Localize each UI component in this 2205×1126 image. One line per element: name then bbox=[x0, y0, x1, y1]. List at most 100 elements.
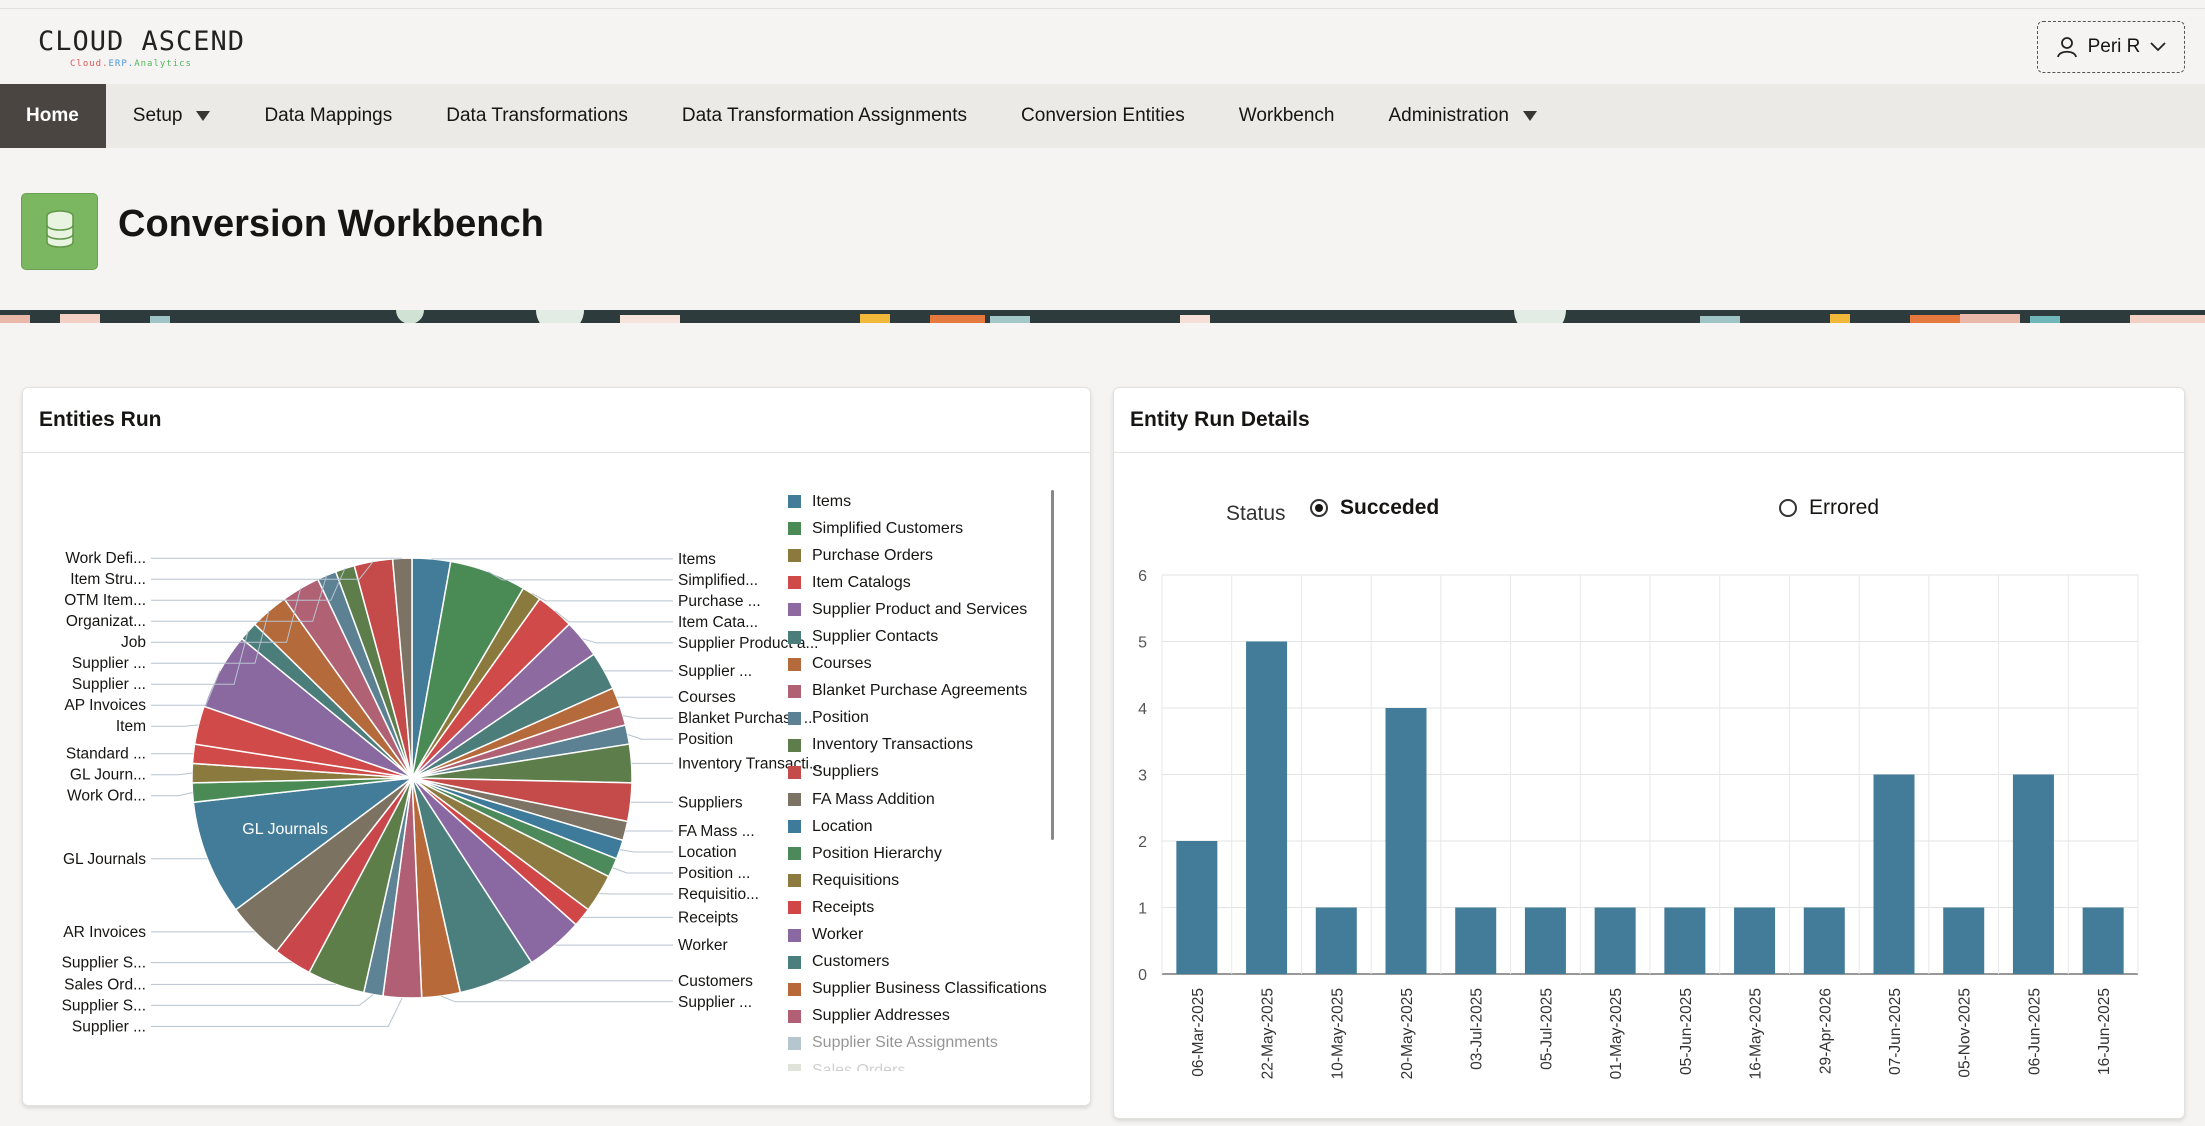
legend-item[interactable]: Position bbox=[788, 705, 1078, 732]
pie-leader-line bbox=[531, 592, 673, 602]
pie-leader-line bbox=[151, 575, 328, 622]
legend-item[interactable]: Supplier Addresses bbox=[788, 1003, 1078, 1030]
x-tick-label: 20-May-2025 bbox=[1399, 988, 1416, 1079]
legend-item[interactable]: Item Catalogs bbox=[788, 569, 1078, 596]
radio-succeeded[interactable]: Succeded bbox=[1310, 496, 1439, 520]
bar[interactable] bbox=[1943, 907, 1985, 975]
bar[interactable] bbox=[1803, 907, 1845, 975]
legend-item[interactable]: Supplier Business Classifications bbox=[788, 976, 1078, 1003]
logo[interactable]: CLOUD ASCEND Cloud.ERP.Analytics bbox=[38, 26, 245, 69]
legend-label: Supplier Addresses bbox=[812, 1007, 950, 1025]
legend-item[interactable]: FA Mass Addition bbox=[788, 786, 1078, 813]
legend-item[interactable]: Supplier Product and Services bbox=[788, 596, 1078, 623]
legend-item[interactable]: Inventory Transactions bbox=[788, 732, 1078, 759]
radio-label: Errored bbox=[1809, 496, 1880, 519]
pie-slice-label: Supplier ... bbox=[72, 1018, 146, 1035]
legend-swatch bbox=[788, 820, 801, 834]
pie-slice-label: Courses bbox=[678, 689, 736, 706]
pie-slice-label: AR Invoices bbox=[63, 924, 146, 941]
pie-chart: GL Journals Items Simplified... Purchase ..… bbox=[62, 550, 822, 1035]
x-tick-label: 06-Jun-2025 bbox=[2026, 988, 2043, 1075]
legend-label: Supplier Site Assignments bbox=[812, 1034, 998, 1052]
user-menu-button[interactable]: Peri R bbox=[2037, 21, 2185, 73]
legend-item[interactable]: Customers bbox=[788, 949, 1078, 976]
y-tick-label: 5 bbox=[1138, 635, 1147, 652]
pie-slice-label: Job bbox=[121, 634, 146, 651]
legend-swatch bbox=[788, 765, 801, 779]
legend-item[interactable]: Items bbox=[788, 488, 1078, 515]
bar[interactable] bbox=[1873, 774, 1915, 975]
nav-item-data-mappings[interactable]: Data Mappings bbox=[237, 84, 419, 148]
radio-button[interactable] bbox=[1779, 499, 1797, 517]
legend-item[interactable]: Location bbox=[788, 813, 1078, 840]
pie-slice-label: Work Ord... bbox=[67, 788, 146, 805]
bar[interactable] bbox=[1385, 708, 1427, 974]
legend-item[interactable]: Purchase Orders bbox=[788, 542, 1078, 569]
x-tick-label: 22-May-2025 bbox=[1260, 988, 1277, 1079]
legend-item[interactable]: Supplier Contacts bbox=[788, 623, 1078, 650]
legend-label: Supplier Product and Services bbox=[812, 600, 1028, 618]
pie-slice-label: Position bbox=[678, 731, 733, 748]
legend-item[interactable]: Suppliers bbox=[788, 759, 1078, 786]
bar[interactable] bbox=[2012, 774, 2054, 975]
bar[interactable] bbox=[1246, 641, 1288, 975]
legend-label: Customers bbox=[812, 953, 890, 971]
pie-slice-label: Supplier ... bbox=[678, 663, 752, 680]
legend-item[interactable]: Blanket Purchase Agreements bbox=[788, 678, 1078, 705]
bar[interactable] bbox=[1594, 907, 1636, 975]
legend-swatch bbox=[788, 603, 801, 617]
user-icon bbox=[2056, 36, 2078, 58]
bar[interactable] bbox=[1315, 907, 1357, 975]
legend-scrollbar[interactable] bbox=[1051, 490, 1054, 840]
pie-slice-label: Worker bbox=[678, 937, 728, 954]
entity-run-details-panel: Entity Run Details Status Succeded Error… bbox=[1113, 387, 2185, 1119]
bar[interactable] bbox=[1455, 907, 1497, 975]
bar[interactable] bbox=[1176, 841, 1218, 974]
decorative-banner bbox=[0, 310, 2205, 323]
legend-swatch bbox=[788, 847, 801, 861]
pie-slice-label: Standard ... bbox=[66, 746, 146, 763]
legend-label: Items bbox=[812, 492, 852, 510]
bar[interactable] bbox=[2082, 907, 2124, 975]
pie-slice-label: Receipts bbox=[678, 909, 739, 926]
radio-errored[interactable]: Errored bbox=[1779, 496, 1879, 520]
nav-item-workbench[interactable]: Workbench bbox=[1212, 84, 1362, 148]
legend-item[interactable]: Receipts bbox=[788, 894, 1078, 921]
pie-slice-label: OTM Item... bbox=[64, 592, 146, 609]
legend-label: Suppliers bbox=[812, 763, 879, 781]
pie-leader-line bbox=[151, 772, 193, 776]
legend-item[interactable]: Courses bbox=[788, 651, 1078, 678]
legend-label: Position Hierarchy bbox=[812, 844, 942, 862]
pie-leader-line bbox=[554, 610, 673, 623]
legend-item[interactable]: Position Hierarchy bbox=[788, 840, 1078, 867]
nav-item-label: Setup bbox=[132, 105, 183, 126]
pie-slice-label: Suppliers bbox=[678, 794, 743, 811]
legend-item[interactable]: Sales Orders bbox=[788, 1057, 1078, 1071]
legend-label: Supplier Contacts bbox=[812, 628, 939, 646]
nav-item-conversion-entities[interactable]: Conversion Entities bbox=[994, 84, 1212, 148]
nav-item-data-transformations[interactable]: Data Transformations bbox=[419, 84, 655, 148]
bar[interactable] bbox=[1524, 907, 1566, 975]
bar[interactable] bbox=[1664, 907, 1706, 975]
legend-item[interactable]: Simplified Customers bbox=[788, 515, 1078, 542]
pie-legend[interactable]: Items Simplified Customers Purchase Orders… bbox=[788, 488, 1078, 1071]
legend-swatch bbox=[788, 495, 801, 509]
nav-item-label: Administration bbox=[1388, 105, 1509, 126]
nav-item-home[interactable]: Home bbox=[0, 84, 106, 148]
radio-button[interactable] bbox=[1310, 499, 1328, 517]
chevron-down-icon bbox=[2150, 42, 2167, 52]
app-header: CLOUD ASCEND Cloud.ERP.Analytics Peri R bbox=[0, 8, 2205, 85]
legend-swatch bbox=[788, 793, 801, 807]
legend-item[interactable]: Supplier Site Assignments bbox=[788, 1030, 1078, 1057]
y-tick-label: 4 bbox=[1138, 701, 1147, 718]
bar-chart: 0 1 2 3 4 5 6 06-Mar-2025 22-May-2025 10-May-2025… bbox=[1138, 568, 2139, 1079]
nav-item-setup[interactable]: Setup bbox=[106, 84, 238, 148]
legend-item[interactable]: Requisitions bbox=[788, 867, 1078, 894]
bar[interactable] bbox=[1734, 907, 1776, 975]
legend-item[interactable]: Worker bbox=[788, 922, 1078, 949]
legend-label: Sales Orders bbox=[812, 1061, 906, 1071]
legend-swatch bbox=[788, 901, 801, 915]
nav-item-data-transformation-assignments[interactable]: Data Transformation Assignments bbox=[655, 84, 994, 148]
nav-item-administration[interactable]: Administration bbox=[1362, 84, 1564, 148]
pie-slice-label: AP Invoices bbox=[64, 697, 146, 714]
